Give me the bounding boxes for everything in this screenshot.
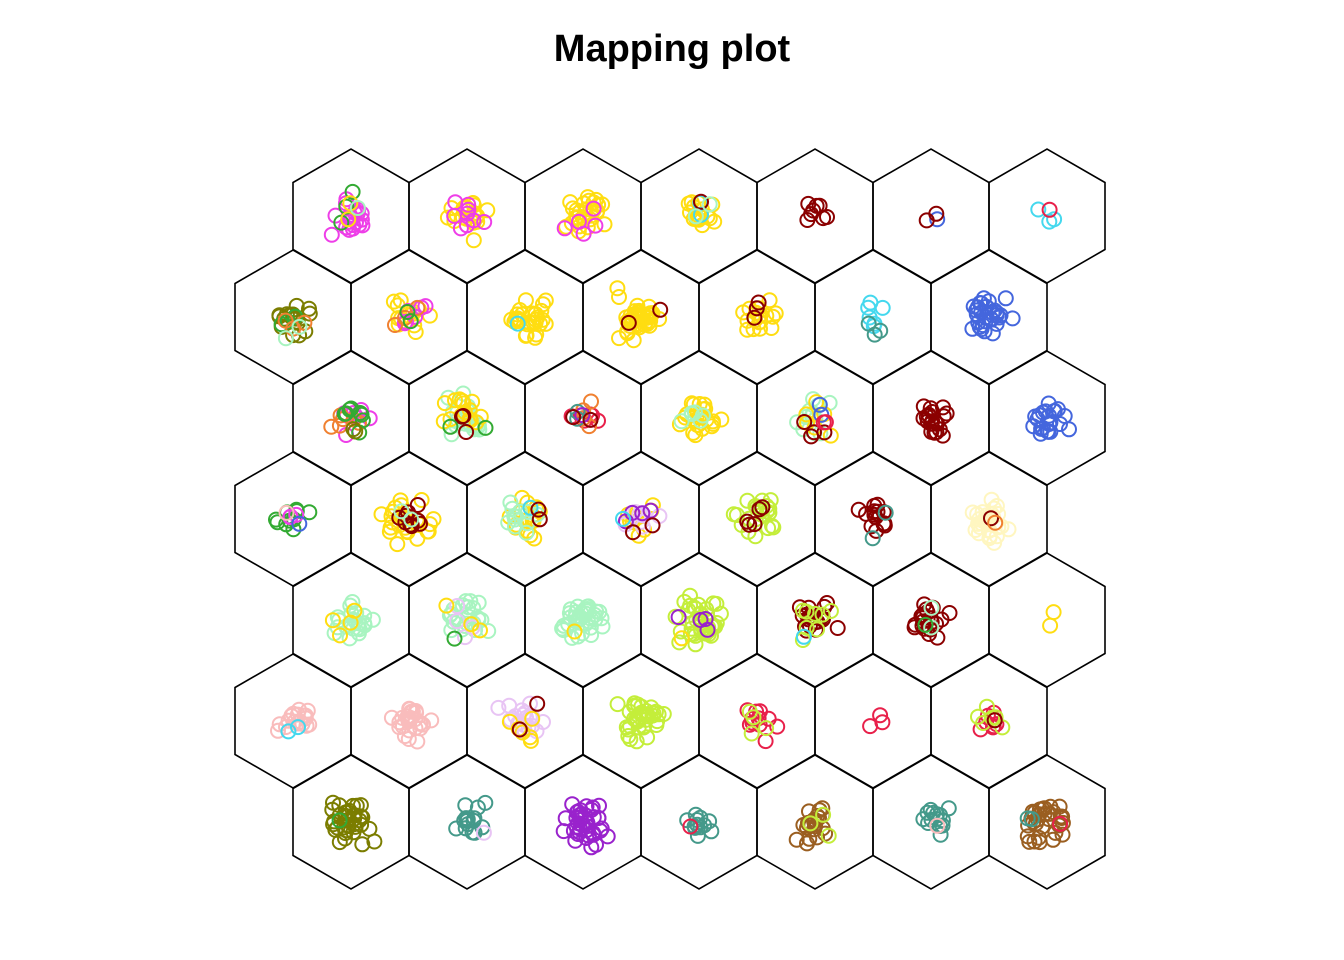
hex-cell <box>699 654 815 788</box>
data-point <box>999 291 1013 305</box>
scatter-points <box>269 185 1076 854</box>
data-point <box>934 828 948 842</box>
data-point <box>920 213 934 227</box>
data-point <box>390 537 404 551</box>
data-point <box>863 296 877 310</box>
data-point <box>467 233 481 247</box>
hex-cell <box>757 149 873 283</box>
data-point <box>458 798 472 812</box>
data-point <box>325 228 339 242</box>
data-point <box>448 632 462 646</box>
data-point <box>362 822 376 836</box>
data-point <box>759 734 773 748</box>
hex-cell <box>815 654 931 788</box>
data-point <box>610 281 624 295</box>
data-point <box>584 395 598 409</box>
data-point <box>1043 619 1057 633</box>
hex-cell <box>699 250 815 384</box>
data-point <box>1047 605 1061 619</box>
data-point <box>769 306 783 320</box>
data-point <box>831 621 845 635</box>
data-point <box>745 727 759 741</box>
